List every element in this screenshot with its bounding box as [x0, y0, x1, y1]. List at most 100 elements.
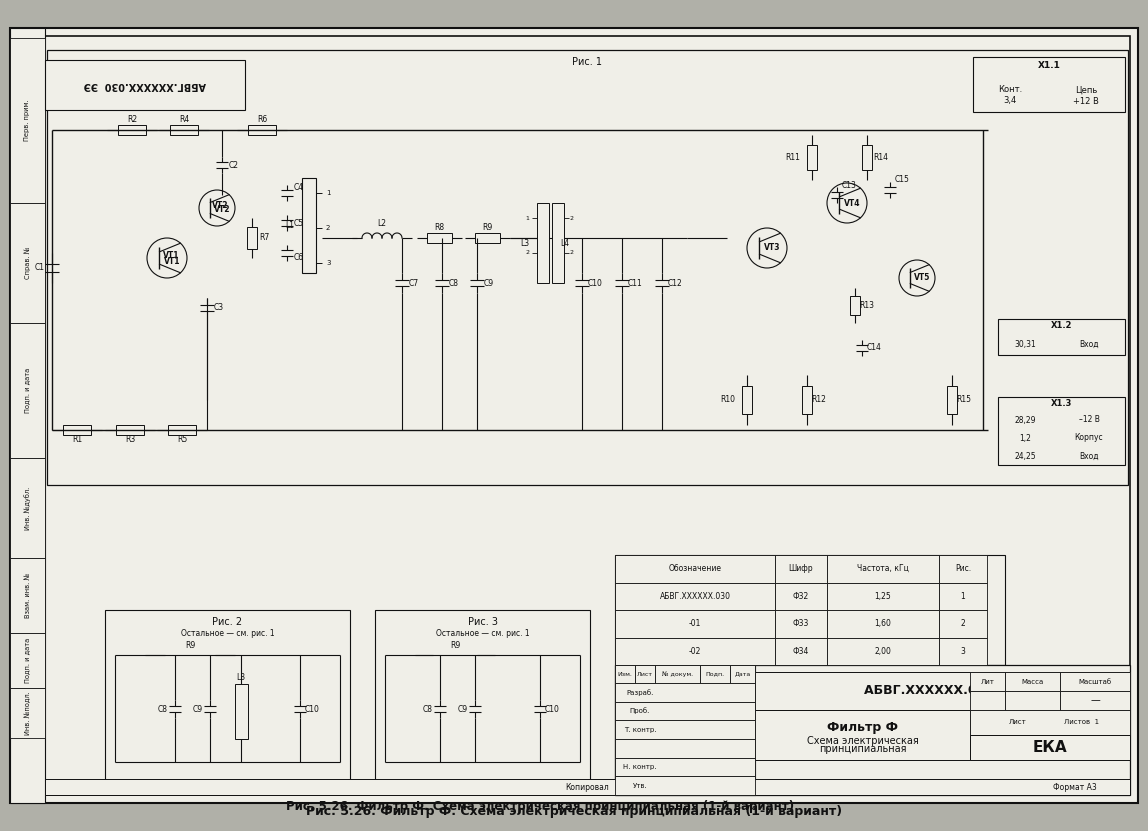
Text: Т. контр.: Т. контр.	[623, 726, 657, 733]
Bar	[302, 178, 316, 273]
Bar	[827, 555, 939, 583]
Text: Рис. 2: Рис. 2	[212, 617, 242, 627]
Bar	[615, 555, 1004, 665]
Bar	[247, 227, 257, 249]
Text: Рис. 3: Рис. 3	[467, 617, 497, 627]
Bar	[615, 610, 775, 637]
Text: C9: C9	[458, 705, 468, 714]
Text: C14: C14	[867, 343, 882, 352]
Bar	[235, 684, 248, 739]
Text: Остальное — см. рис. 1: Остальное — см. рис. 1	[180, 630, 274, 638]
Text: Схема электрическая: Схема электрическая	[807, 736, 918, 746]
Text: VT2: VT2	[214, 205, 231, 214]
Text: X1.3: X1.3	[1050, 400, 1072, 409]
Text: Лит: Лит	[980, 678, 994, 685]
Text: C3: C3	[214, 303, 224, 312]
Text: АБВГ.XXXXXX.030: АБВГ.XXXXXX.030	[659, 592, 730, 601]
Bar	[10, 558, 45, 633]
Bar	[10, 203, 45, 323]
Bar	[970, 710, 1130, 735]
Text: L2: L2	[378, 219, 387, 229]
Bar	[827, 610, 939, 637]
Text: L1: L1	[285, 221, 294, 230]
Bar	[939, 555, 987, 583]
Text: Справ. №: Справ. №	[24, 247, 31, 279]
Text: 24,25: 24,25	[1014, 451, 1035, 460]
Bar	[248, 125, 276, 135]
Bar	[118, 125, 146, 135]
Text: -02: -02	[689, 647, 701, 656]
Text: Фильтр Ф: Фильтр Ф	[827, 721, 898, 734]
Text: Ф34: Ф34	[793, 647, 809, 656]
Text: Взам. инв. №: Взам. инв. №	[24, 573, 31, 618]
Text: +12 В: +12 В	[1073, 96, 1099, 106]
Bar	[615, 683, 755, 701]
Bar	[807, 145, 817, 170]
Text: 1,2: 1,2	[1019, 434, 1031, 442]
Text: Подп. и дата: Подп. и дата	[24, 638, 31, 683]
Text: Инв. №дубл.: Инв. №дубл.	[24, 486, 31, 529]
Bar	[1004, 672, 1060, 691]
Bar	[615, 665, 1130, 795]
Text: C8: C8	[158, 705, 168, 714]
Bar	[116, 425, 144, 435]
Bar	[10, 688, 45, 738]
Text: R4: R4	[179, 116, 189, 125]
Bar	[615, 555, 775, 583]
Bar	[615, 739, 755, 758]
Bar	[755, 672, 1130, 710]
Text: R11: R11	[785, 153, 800, 161]
Text: 2: 2	[525, 250, 529, 255]
Text: Рис. 5.26. Фильтр Ф. Схема электрическая принципиальная (1-й вариант): Рис. 5.26. Фильтр Ф. Схема электрическая…	[286, 800, 794, 813]
Text: 30,31: 30,31	[1014, 340, 1035, 348]
Text: C9: C9	[193, 705, 203, 714]
Bar	[970, 672, 1004, 691]
Text: Остальное — см. рис. 1: Остальное — см. рис. 1	[436, 630, 529, 638]
Text: VT3: VT3	[763, 243, 781, 253]
Bar	[615, 720, 755, 739]
Text: 1: 1	[525, 215, 529, 220]
Bar	[700, 665, 730, 683]
Text: R9: R9	[450, 641, 460, 650]
Bar	[850, 296, 860, 315]
Bar	[1004, 691, 1060, 710]
Text: C4: C4	[294, 184, 304, 193]
Bar	[615, 701, 755, 720]
Bar	[552, 203, 564, 283]
Text: Лист: Лист	[637, 671, 653, 676]
Text: L3: L3	[236, 672, 246, 681]
Text: C13: C13	[841, 180, 856, 189]
Bar	[615, 665, 635, 683]
Text: АБВГ.XXXXXX.030  ЭЭ: АБВГ.XXXXXX.030 ЭЭ	[84, 80, 207, 90]
Text: R8: R8	[434, 224, 444, 233]
Bar	[974, 57, 1125, 112]
Text: L4: L4	[560, 238, 569, 248]
Text: Рис. 5.26. Фильтр Ф. Схема электрическая принципиальная (1-й вариант): Рис. 5.26. Фильтр Ф. Схема электрическая…	[305, 804, 843, 818]
Bar	[635, 665, 656, 683]
Text: 1: 1	[326, 190, 331, 196]
Text: 2: 2	[961, 619, 965, 628]
Text: Частота, кГц: Частота, кГц	[858, 564, 909, 573]
Text: Шифр: Шифр	[789, 564, 813, 573]
Text: -01: -01	[689, 619, 701, 628]
Text: –12 В: –12 В	[1079, 416, 1100, 425]
Text: R1: R1	[72, 435, 82, 445]
Bar	[939, 637, 987, 665]
Text: R14: R14	[874, 153, 889, 161]
Text: Ф33: Ф33	[793, 619, 809, 628]
Text: VT5: VT5	[914, 273, 930, 283]
Text: 28,29: 28,29	[1014, 416, 1035, 425]
Bar	[656, 665, 700, 683]
Bar	[427, 233, 452, 243]
Text: C9: C9	[484, 278, 494, 288]
Bar	[433, 650, 478, 660]
Text: Проб.: Проб.	[630, 707, 650, 715]
Text: Листов  1: Листов 1	[1064, 720, 1100, 725]
Text: Формат А3: Формат А3	[1053, 783, 1096, 791]
Text: R9: R9	[482, 224, 492, 233]
Text: X1.1: X1.1	[1038, 61, 1061, 70]
Text: R7: R7	[259, 234, 269, 243]
Text: R6: R6	[257, 116, 267, 125]
Bar	[970, 735, 1130, 760]
Bar	[615, 758, 755, 776]
